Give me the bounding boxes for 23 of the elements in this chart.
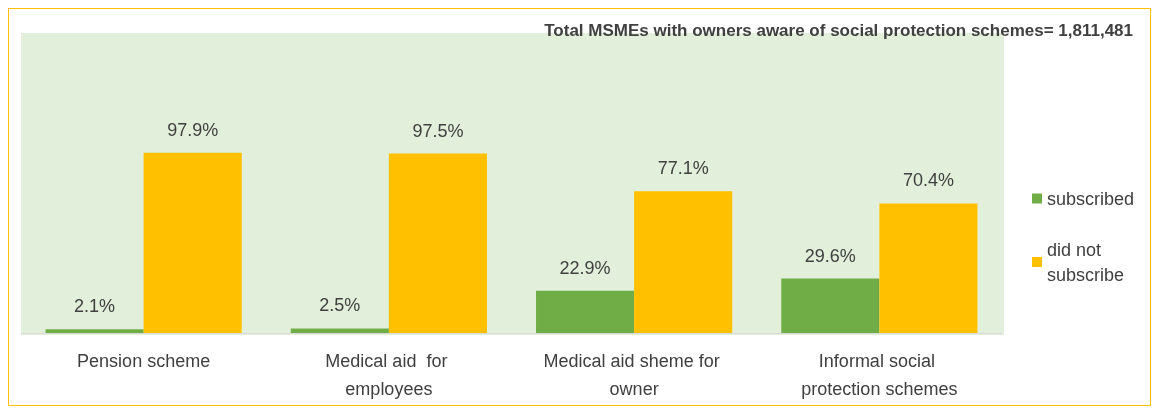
x-tick-label: Medical aid for employees: [325, 351, 453, 399]
bar: [143, 152, 242, 333]
data-label: 2.1%: [74, 296, 116, 317]
bar: [536, 290, 635, 333]
data-label: 2.5%: [319, 295, 361, 316]
x-tick-label: Informal social protection schemes: [801, 351, 958, 399]
bar: [879, 203, 978, 333]
data-label: 97.5%: [412, 120, 464, 141]
legend-label: did not subscribe: [1047, 239, 1125, 285]
data-label: 29.6%: [804, 245, 856, 266]
bar: [290, 328, 389, 333]
chart-title: Total MSMEs with owners aware of social protection schemes= 1,811,481: [544, 21, 1134, 40]
x-tick-label: Medical aid sheme for owner: [543, 351, 725, 399]
data-label: 97.9%: [167, 119, 219, 140]
x-tick-label: Pension scheme: [77, 351, 211, 371]
data-label: 70.4%: [902, 170, 954, 191]
bar: [388, 153, 487, 333]
data-label: 77.1%: [657, 158, 709, 179]
data-label: 22.9%: [559, 257, 611, 278]
legend-label: subscribed: [1047, 188, 1135, 209]
bar: [781, 278, 880, 333]
bar: [45, 329, 144, 333]
bar: [634, 191, 733, 333]
